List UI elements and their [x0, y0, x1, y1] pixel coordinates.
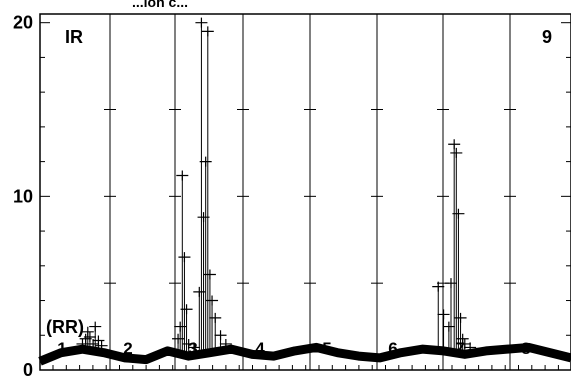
y-tick-label-layer: 0 10 20: [13, 13, 33, 378]
data-point: [95, 340, 108, 351]
rr-annotation: (RR): [46, 317, 84, 337]
segment-label: 3: [188, 339, 197, 358]
data-point: [206, 295, 219, 306]
data-point: [442, 321, 455, 332]
data-point: [219, 338, 232, 349]
data-point: [450, 147, 463, 158]
data-point: [209, 312, 222, 323]
data-point: [452, 208, 465, 219]
data-point: [456, 333, 469, 344]
data-point: [187, 342, 200, 353]
y-tick-label: 20: [13, 13, 33, 33]
axis-layer: [40, 22, 571, 371]
data-point: [448, 139, 461, 150]
segment-label: 1: [57, 339, 66, 358]
segment-label: 5: [322, 339, 331, 358]
data-point: [81, 326, 94, 337]
segment-label: 2: [123, 339, 132, 358]
data-point: [454, 312, 467, 323]
grid-layer: [104, 14, 516, 370]
data-point: [89, 321, 102, 332]
data-point: [195, 17, 208, 28]
segment-label: 4: [255, 339, 265, 358]
segment-label: 8: [521, 339, 530, 358]
baseline-layer: [38, 342, 571, 366]
points-layer: [76, 17, 477, 353]
y-tick-label: 0: [23, 360, 33, 378]
panel-label-left: IR: [65, 27, 83, 47]
data-point: [432, 281, 445, 292]
data-point: [92, 335, 105, 346]
panel-label-right: 9: [542, 27, 552, 47]
plot-frame: [39, 13, 571, 371]
data-point: [203, 269, 216, 280]
segment-label: 7: [455, 339, 464, 358]
segment-label: 6: [388, 339, 397, 358]
data-point: [176, 170, 189, 181]
data-point: [83, 332, 96, 343]
header-fragment: ...ion c...: [132, 0, 188, 10]
data-point: [437, 309, 450, 320]
data-point: [214, 330, 227, 341]
data-point: [76, 338, 89, 349]
y-tick-label: 10: [13, 186, 33, 206]
data-point: [199, 156, 212, 167]
data-point: [180, 304, 193, 315]
data-point: [178, 252, 191, 263]
baseline-band: [38, 342, 571, 366]
data-point: [464, 342, 477, 353]
data-point: [201, 26, 214, 37]
segment-label-layer: 1 2 3 4 5 6 7 8: [57, 339, 530, 358]
data-point: [444, 278, 457, 289]
